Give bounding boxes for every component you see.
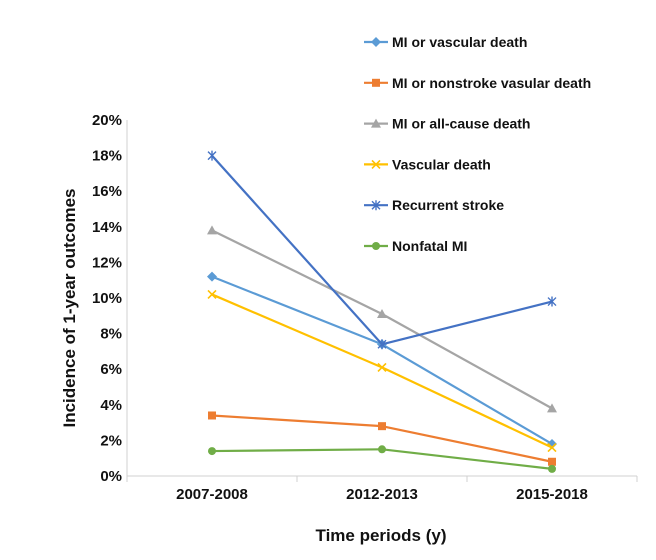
data-point — [207, 225, 217, 235]
y-tick-label: 0% — [100, 468, 122, 485]
legend-label: MI or nonstroke vasular death — [392, 75, 591, 91]
data-point — [208, 447, 216, 456]
y-tick-label: 18% — [92, 148, 122, 165]
legend-label: Vascular death — [392, 156, 491, 172]
y-tick-label: 2% — [100, 432, 122, 449]
legend-entry: Vascular death — [364, 156, 491, 172]
legend-entry: Recurrent stroke — [364, 197, 504, 213]
data-point — [548, 457, 556, 466]
y-tick-label: 4% — [100, 397, 122, 414]
series-mi-or-nonstroke-vasular-death — [208, 411, 556, 466]
data-point — [207, 271, 217, 282]
legend: MI or vascular death MI or nonstroke vasu… — [364, 34, 591, 254]
legend-marker — [372, 242, 380, 250]
legend-marker — [371, 200, 381, 211]
x-tick-label: 2015-2018 — [516, 486, 588, 503]
data-point — [208, 411, 216, 420]
data-point — [378, 445, 386, 454]
y-tick-label: 8% — [100, 326, 122, 343]
x-tick-label: 2007-2008 — [176, 486, 248, 503]
x-tick-labels: 2007-2008 2012-2013 2015-2018 — [126, 476, 638, 503]
legend-label: MI or vascular death — [392, 34, 527, 50]
data-point — [207, 150, 217, 161]
data-point — [377, 339, 387, 350]
legend-marker — [371, 118, 381, 128]
y-tick-label: 10% — [92, 290, 122, 307]
data-point — [547, 442, 557, 453]
legend-marker — [371, 37, 381, 47]
data-point — [377, 362, 387, 372]
x-tick-label: 2012-2013 — [346, 486, 418, 503]
y-tick-label: 12% — [92, 254, 122, 271]
y-tick-labels: 0% 2% 4% 6% 8% 10% 12% 14% 16% 18% 20% — [92, 112, 122, 485]
data-point — [377, 309, 387, 319]
series-vascular-death — [207, 289, 557, 453]
series-line — [211, 229, 553, 410]
legend-label: MI or all-cause death — [392, 116, 530, 132]
legend-entry: MI or vascular death — [364, 34, 527, 50]
legend-entry: MI or all-cause death — [364, 116, 530, 132]
legend-label: Nonfatal MI — [392, 238, 467, 254]
legend-label: Recurrent stroke — [392, 197, 504, 213]
legend-marker — [371, 159, 381, 169]
data-point — [548, 464, 556, 473]
series-recurrent-stroke — [207, 150, 557, 350]
y-tick-label: 16% — [92, 183, 122, 200]
legend-entry: Nonfatal MI — [364, 238, 467, 254]
series-lines — [207, 150, 557, 473]
legend-entry: MI or nonstroke vasular death — [364, 75, 591, 91]
series-nonfatal-mi — [208, 445, 556, 473]
data-point — [547, 403, 557, 413]
data-point — [378, 422, 386, 431]
data-point — [547, 296, 557, 307]
series-mi-or-all-cause-death — [207, 225, 557, 413]
data-point — [207, 289, 217, 300]
y-tick-label: 20% — [92, 112, 122, 129]
x-axis-title: Time periods (y) — [316, 526, 447, 545]
legend-marker — [372, 78, 380, 87]
chart-axes — [126, 120, 637, 477]
y-tick-label: 14% — [92, 219, 122, 236]
y-tick-label: 6% — [100, 361, 122, 378]
y-axis-title: Incidence of 1-year outcomes — [60, 188, 79, 427]
